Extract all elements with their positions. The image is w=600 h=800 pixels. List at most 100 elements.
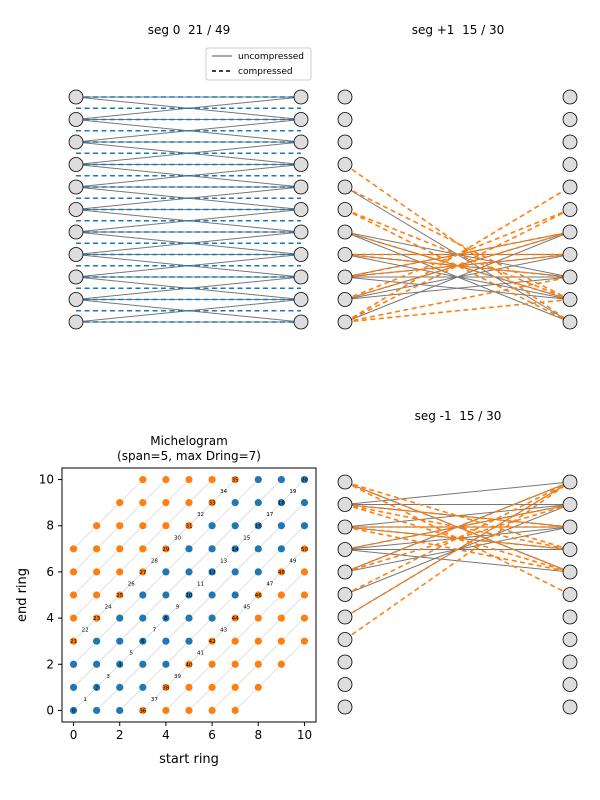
michelogram-panel: Michelogram (span=5, max Dring=7) 012345… <box>15 434 317 767</box>
michelogram-point-orange <box>116 591 124 599</box>
michelogram-diagonal <box>73 479 236 642</box>
michelogram-title-line2: (span=5, max Dring=7) <box>117 449 261 463</box>
sinogram-label: 28 <box>151 558 158 564</box>
michelogram-point-blue <box>185 568 193 576</box>
sinogram-label: 31 <box>186 524 193 530</box>
sinogram-label: 21 <box>70 639 77 645</box>
michelogram-point-orange <box>254 683 262 691</box>
michelogram-point-blue <box>93 706 101 715</box>
michelogram-point-blue <box>277 522 285 530</box>
michelogram-point-orange <box>162 522 170 530</box>
michelogram-point-blue <box>277 545 285 553</box>
sinogram-label: 18 <box>278 501 285 507</box>
michelogram-point-blue <box>162 568 170 576</box>
michelogram-title-line1: Michelogram <box>150 434 228 448</box>
seg-minus1-panel <box>337 474 578 715</box>
michelogram-point-orange <box>139 522 147 530</box>
sinogram-label: 50 <box>301 547 308 553</box>
seg-minus1-left-ring-node <box>337 542 353 557</box>
seg-minus1-left-ring-node <box>337 519 353 535</box>
michelogram-point-orange <box>300 614 309 622</box>
sinogram-label: 25 <box>116 593 123 599</box>
sinogram-label: 1 <box>83 697 87 703</box>
michelogram-point-blue <box>162 614 170 622</box>
y-tick-label: 4 <box>46 611 54 625</box>
sinogram-label: 34 <box>220 489 227 495</box>
michelogram-point-blue <box>185 614 193 622</box>
michelogram-point-blue <box>231 591 239 599</box>
michelogram-point-orange <box>69 637 78 645</box>
sinogram-label: 9 <box>176 605 180 611</box>
seg0-left-ring-node <box>68 89 84 105</box>
seg-minus1-compressed-edge <box>344 503 571 573</box>
seg-plus1-left-ring-node <box>337 292 353 307</box>
michelogram-point-orange <box>208 706 216 715</box>
michelogram-point-orange <box>162 499 170 507</box>
michelogram-point-blue <box>231 499 239 507</box>
seg0-right-ring-node <box>293 112 309 127</box>
michelogram-point-orange <box>69 545 78 553</box>
seg0-right-ring-node <box>293 247 309 262</box>
sinogram-label: 45 <box>243 605 250 611</box>
seg0-right-ring-node <box>293 292 309 307</box>
michelogram-y-ticks: 0 2 4 6 8 10 <box>39 473 62 717</box>
sinogram-label: 49 <box>289 558 296 564</box>
michelogram-sinogram-labels: 0123456789101112131415161718192021222324… <box>70 478 308 715</box>
sinogram-label: 43 <box>220 628 227 634</box>
michelogram-point-orange <box>231 475 239 484</box>
michelogram-point-blue <box>93 637 101 645</box>
michelogram-point-blue <box>208 614 216 622</box>
x-tick-label: 6 <box>208 728 216 742</box>
seg-plus1-left-ring-node <box>337 314 353 330</box>
michelogram-point-orange <box>93 591 101 599</box>
seg-minus1-left-ring-node <box>337 564 353 580</box>
michelogram-point-blue <box>116 683 124 691</box>
seg-plus1-right-ring-node <box>562 179 578 195</box>
michelogram-point-blue <box>116 614 124 622</box>
michelogram-point-orange <box>116 499 124 507</box>
sinogram-label: 39 <box>174 674 181 680</box>
michelogram-point-orange <box>69 614 78 622</box>
seg-minus1-compressed-edge <box>344 481 571 573</box>
michelogram-point-orange <box>93 522 101 530</box>
michelogram-diagonal <box>96 502 305 711</box>
sinogram-label: 32 <box>197 512 204 518</box>
michelogram-point-blue <box>116 706 124 715</box>
sinogram-label: 13 <box>220 558 227 564</box>
seg0-left-ring-node <box>68 247 84 262</box>
x-tick-label: 4 <box>162 728 170 742</box>
seg-plus1-compressed-edge <box>344 276 571 323</box>
seg-minus1-title: seg -1 15 / 30 <box>415 409 502 423</box>
michelogram-point-orange <box>93 614 101 622</box>
michelogram-point-blue <box>162 591 170 599</box>
michelogram-point-blue <box>208 591 216 599</box>
sinogram-label: 14 <box>232 547 239 553</box>
sinogram-label: 47 <box>266 581 273 587</box>
michelogram-point-orange <box>300 568 309 576</box>
michelogram-point-blue <box>69 683 78 691</box>
x-tick-label: 2 <box>116 728 124 742</box>
michelogram-point-orange <box>231 660 239 668</box>
seg-plus1-compressed-edge <box>344 231 571 301</box>
sinogram-label: 22 <box>82 628 89 634</box>
michelogram-point-blue <box>116 637 124 645</box>
seg0-right-ring-node <box>293 89 309 105</box>
seg-minus1-left-ring-node <box>337 587 353 602</box>
seg-plus1-right-ring-node <box>562 134 578 150</box>
michelogram-point-orange <box>69 591 78 599</box>
seg-plus1-right-ring-node <box>562 202 578 217</box>
seg-plus1-panel <box>337 89 578 330</box>
sinogram-label: 26 <box>128 581 135 587</box>
seg-minus1-compressed-edge <box>344 481 571 551</box>
seg-minus1-left-ring-node <box>337 497 353 512</box>
sinogram-label: 44 <box>232 616 239 622</box>
sinogram-label: 12 <box>209 570 216 576</box>
seg-minus1-right-ring-node <box>562 587 578 602</box>
michelogram-point-blue <box>139 660 147 668</box>
michelogram-point-blue <box>208 568 216 576</box>
michelogram-point-orange <box>231 614 239 622</box>
seg-minus1-compressed-edge <box>344 503 571 573</box>
sinogram-label: 29 <box>162 547 169 553</box>
